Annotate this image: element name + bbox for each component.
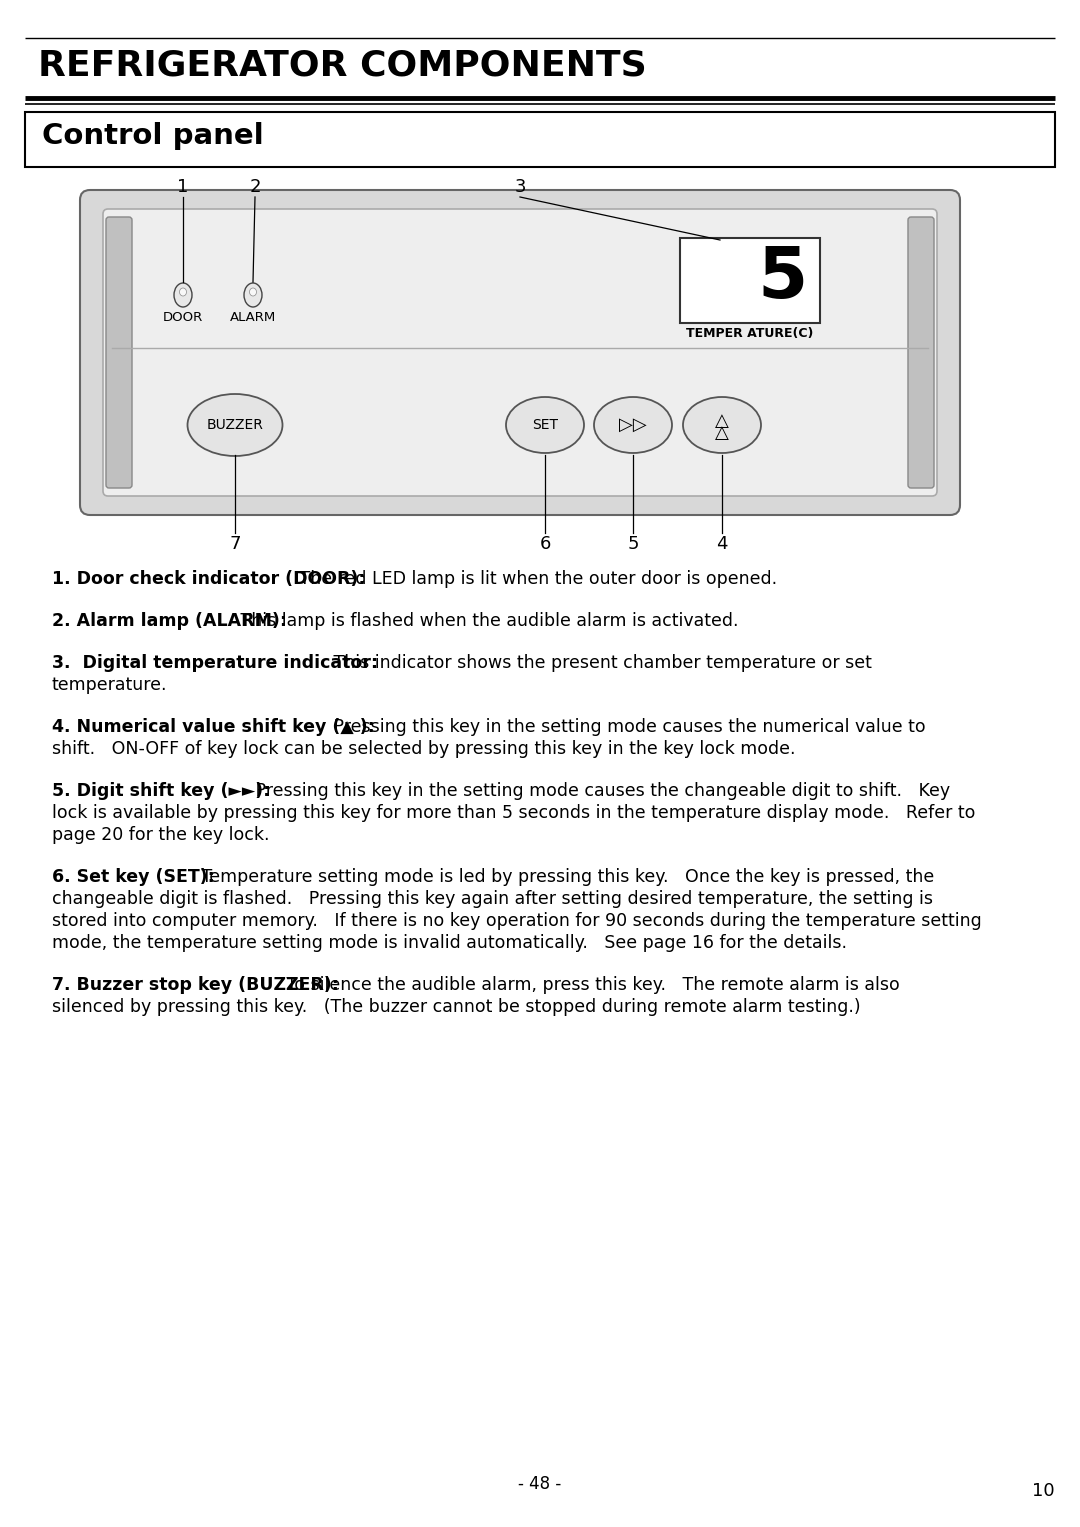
- FancyBboxPatch shape: [106, 217, 132, 489]
- Text: This indicator shows the present chamber temperature or set: This indicator shows the present chamber…: [318, 654, 872, 672]
- Ellipse shape: [249, 289, 257, 296]
- Text: 2: 2: [249, 179, 260, 195]
- Text: ALARM: ALARM: [230, 312, 276, 324]
- Text: SET: SET: [532, 418, 558, 432]
- Text: silenced by pressing this key.   (The buzzer cannot be stopped during remote ala: silenced by pressing this key. (The buzz…: [52, 999, 861, 1015]
- Ellipse shape: [507, 397, 584, 454]
- Text: - 48 -: - 48 -: [518, 1475, 562, 1493]
- Text: changeable digit is flashed.   Pressing this key again after setting desired tem: changeable digit is flashed. Pressing th…: [52, 890, 933, 909]
- Text: 5. Digit shift key (►►):: 5. Digit shift key (►►):: [52, 782, 270, 800]
- Text: stored into computer memory.   If there is no key operation for 90 seconds durin: stored into computer memory. If there is…: [52, 912, 982, 930]
- Text: TEMPER ATURE(C): TEMPER ATURE(C): [686, 327, 813, 341]
- Text: Control panel: Control panel: [42, 122, 264, 150]
- Ellipse shape: [179, 289, 187, 296]
- Text: 3.  Digital temperature indicator:: 3. Digital temperature indicator:: [52, 654, 378, 672]
- Text: 4. Numerical value shift key (▲ ):: 4. Numerical value shift key (▲ ):: [52, 718, 375, 736]
- Text: 6. Set key (SET):: 6. Set key (SET):: [52, 867, 215, 886]
- Text: The red LED lamp is lit when the outer door is opened.: The red LED lamp is lit when the outer d…: [294, 570, 777, 588]
- Text: △: △: [715, 425, 729, 441]
- Text: To silence the audible alarm, press this key.   The remote alarm is also: To silence the audible alarm, press this…: [270, 976, 900, 994]
- Text: 5: 5: [627, 534, 638, 553]
- Text: 1: 1: [177, 179, 189, 195]
- FancyBboxPatch shape: [908, 217, 934, 489]
- Text: 2. Alarm lamp (ALARM):: 2. Alarm lamp (ALARM):: [52, 612, 287, 631]
- Text: page 20 for the key lock.: page 20 for the key lock.: [52, 826, 270, 844]
- Text: Pressing this key in the setting mode causes the changeable digit to shift.   Ke: Pressing this key in the setting mode ca…: [239, 782, 950, 800]
- FancyBboxPatch shape: [103, 209, 937, 496]
- Text: REFRIGERATOR COMPONENTS: REFRIGERATOR COMPONENTS: [38, 47, 647, 82]
- Ellipse shape: [188, 394, 283, 457]
- Text: mode, the temperature setting mode is invalid automatically.   See page 16 for t: mode, the temperature setting mode is in…: [52, 935, 847, 951]
- Text: ▷▷: ▷▷: [619, 415, 647, 434]
- Text: Temperature setting mode is led by pressing this key.   Once the key is pressed,: Temperature setting mode is led by press…: [185, 867, 934, 886]
- Ellipse shape: [174, 282, 192, 307]
- FancyBboxPatch shape: [25, 111, 1055, 166]
- Text: 7. Buzzer stop key (BUZZER):: 7. Buzzer stop key (BUZZER):: [52, 976, 339, 994]
- Text: 6: 6: [539, 534, 551, 553]
- Text: temperature.: temperature.: [52, 676, 167, 693]
- Bar: [680, 238, 820, 324]
- Text: Pressing this key in the setting mode causes the numerical value to: Pressing this key in the setting mode ca…: [318, 718, 926, 736]
- Text: 10: 10: [1032, 1483, 1055, 1500]
- Text: lock is available by pressing this key for more than 5 seconds in the temperatur: lock is available by pressing this key f…: [52, 805, 975, 822]
- Text: 1. Door check indicator (DOOR):: 1. Door check indicator (DOOR):: [52, 570, 365, 588]
- Ellipse shape: [594, 397, 672, 454]
- Text: shift.   ON-OFF of key lock can be selected by pressing this key in the key lock: shift. ON-OFF of key lock can be selecte…: [52, 741, 796, 757]
- Text: 3: 3: [514, 179, 526, 195]
- Text: BUZZER: BUZZER: [206, 418, 264, 432]
- Text: DOOR: DOOR: [163, 312, 203, 324]
- Text: 7: 7: [229, 534, 241, 553]
- Text: 5: 5: [758, 244, 808, 313]
- Ellipse shape: [683, 397, 761, 454]
- FancyBboxPatch shape: [80, 189, 960, 515]
- Text: 4: 4: [716, 534, 728, 553]
- Ellipse shape: [244, 282, 262, 307]
- Text: △: △: [715, 412, 729, 431]
- Text: This lamp is flashed when the audible alarm is activated.: This lamp is flashed when the audible al…: [224, 612, 738, 631]
